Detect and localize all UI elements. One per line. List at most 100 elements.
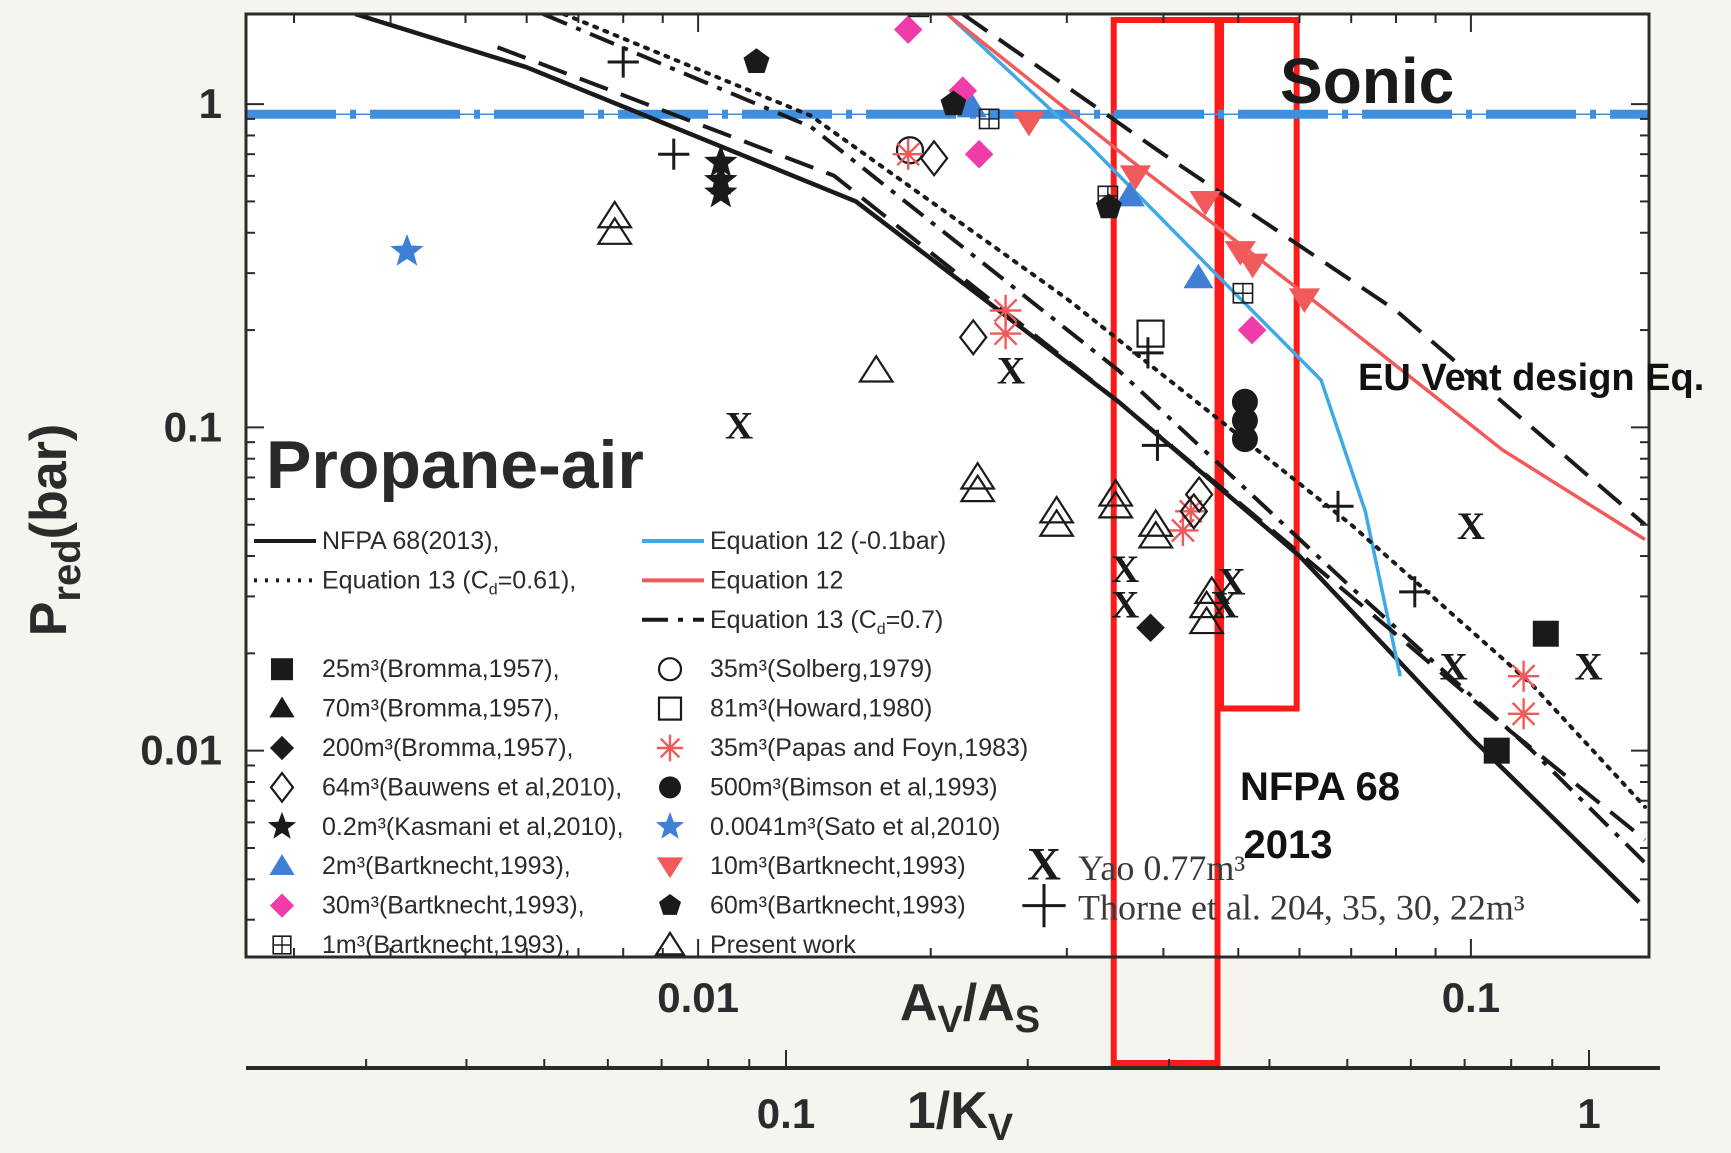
point-12-0 [893, 15, 923, 44]
point-15-9 [1137, 508, 1175, 537]
point-11-1 [1119, 165, 1151, 191]
point-10-1 [1114, 181, 1145, 207]
series-line-1 [945, 14, 1402, 677]
secondary-axis-title-sub: V [988, 1107, 1014, 1148]
point-16-6: X [1457, 505, 1485, 548]
nfpa68-label-line2: 2013 [1244, 823, 1333, 867]
legend-item-18: 30m³(Bartknecht,1993), [269, 892, 585, 920]
point-13-0 [743, 48, 770, 73]
legend-item-10: 35m³(Papas and Foyn,1983) [656, 734, 1028, 762]
legend-label-22: Present work [710, 931, 856, 959]
legend-marker-6 [657, 657, 683, 682]
point-6-2 [1184, 475, 1214, 514]
legend-label-0: NFPA 68(2013), [322, 527, 499, 555]
y-axis-title-p: P [20, 602, 78, 637]
sec-tick-label-0: 0.1 [757, 1090, 815, 1137]
x-axis-title-a: A [900, 974, 938, 1032]
point-12-2 [964, 139, 994, 169]
legend-label-12: 500m³(Bimson et al,1993) [710, 773, 998, 801]
legend-marker-12 [659, 776, 681, 799]
highlight-bands [1110, 17, 1300, 1066]
point-15-0 [596, 199, 633, 229]
point-11-5 [1288, 288, 1321, 314]
legend-marker-21-cross [273, 936, 291, 954]
point-1-0 [895, 136, 925, 165]
legend-marker-18 [269, 893, 295, 918]
y-axis-title-unit: (bar) [20, 424, 78, 540]
legend-label-5: 25m³(Bromma,1957), [322, 655, 560, 683]
x-axis-title: AV/AS [900, 974, 1040, 1041]
point-15-8 [1097, 489, 1134, 519]
annotations: Sonic Propane-air EU Vent design Eq. NFP… [266, 45, 1704, 867]
point-16-0: X [725, 405, 753, 448]
point-13-1 [940, 90, 967, 116]
legend-label-14: 0.0041m³(Sato et al,2010) [710, 813, 1000, 841]
point-14-3 [1232, 282, 1254, 304]
point-16-2: X [1111, 548, 1139, 591]
plot-frame-group [244, 12, 1651, 959]
point-15-3 [959, 461, 996, 490]
legend-label-15: 2m³(Bartknecht,1993), [322, 852, 571, 880]
point-16-8: X [1575, 645, 1603, 688]
legend-item-1: Equation 12 (-0.1bar) [642, 527, 946, 555]
point-16-1: X [997, 350, 1025, 393]
legend-label-21: 1m³(Bartknecht,1993), [322, 931, 571, 959]
point-15-5 [1038, 494, 1075, 524]
legend-marker-19 [659, 894, 681, 915]
point-17-4 [1322, 490, 1354, 522]
point-16-5: X [1210, 583, 1238, 626]
point-11-4 [1237, 253, 1269, 279]
series-line-4 [542, 14, 1647, 865]
point-15-1 [596, 216, 633, 245]
point-14-2 [1097, 185, 1119, 207]
point-5-0 [892, 138, 924, 170]
legend-item-17: X Yao 0.77m³ [1027, 839, 1245, 891]
legend-marker-15 [269, 854, 295, 875]
point-11-0 [1013, 111, 1045, 137]
eu-vent-design-label: EU Vent design Eq. [1358, 357, 1704, 399]
legend-label-10: 35m³(Papas and Foyn,1983) [710, 734, 1028, 762]
x-axis-title-sub1: V [937, 999, 963, 1041]
series-line-3 [946, 14, 1646, 541]
legend-item-16: 10m³(Bartknecht,1993) [656, 852, 966, 880]
point-15-4 [959, 473, 996, 503]
legend-label-2-sub: d [489, 581, 498, 598]
point-7-0 [1231, 388, 1258, 415]
point-5-2 [990, 318, 1022, 350]
y-tick-label-1: 0.1 [164, 403, 222, 450]
legend-label-1: Equation 12 (-0.1bar) [710, 527, 946, 555]
legend-label-7: 70m³(Bromma,1957), [322, 695, 560, 723]
legend-item-22: Present work [654, 930, 856, 959]
legend-item-12: 500m³(Bimson et al,1993) [659, 773, 998, 801]
legend-label-18: 30m³(Bartknecht,1993), [322, 892, 585, 920]
point-14-0 [908, 14, 930, 18]
point-16-3: X [1111, 583, 1139, 626]
legend-item-9: 200m³(Bromma,1957), [269, 734, 573, 762]
legend-marker-7 [269, 696, 295, 718]
point-10-2 [1183, 263, 1214, 289]
legend-item-19: 60m³(Bartknecht,1993) [659, 892, 966, 920]
legend-marker-10 [656, 734, 684, 762]
legend-item-3: Equation 12 [642, 566, 843, 594]
legend-marker-13 [267, 811, 297, 839]
x-tick-label-0: 0.01 [657, 974, 739, 1021]
legend-marker-14 [655, 811, 685, 839]
legend-item-11: 64m³(Bauwens et al,2010), [269, 771, 622, 804]
legend-label-2-b: =0.61), [498, 566, 577, 594]
legend-label-16: 10m³(Bartknecht,1993) [710, 852, 966, 880]
legend-marker-8 [657, 696, 683, 721]
legend-label-4-sub: d [877, 621, 886, 638]
point-3-0 [1136, 319, 1165, 348]
legend-marker-16 [656, 857, 684, 879]
legend-marker-21 [272, 935, 292, 955]
point-17-0 [607, 46, 639, 78]
point-11-2 [1189, 191, 1221, 216]
point-8-0 [704, 144, 738, 177]
legend-label-4: Equation 13 (Cd=0.7) [710, 606, 943, 638]
point-5-1 [990, 294, 1022, 327]
point-5-6 [1508, 698, 1540, 730]
point-14-3-cross [1233, 283, 1253, 303]
point-4-0 [1136, 613, 1165, 643]
